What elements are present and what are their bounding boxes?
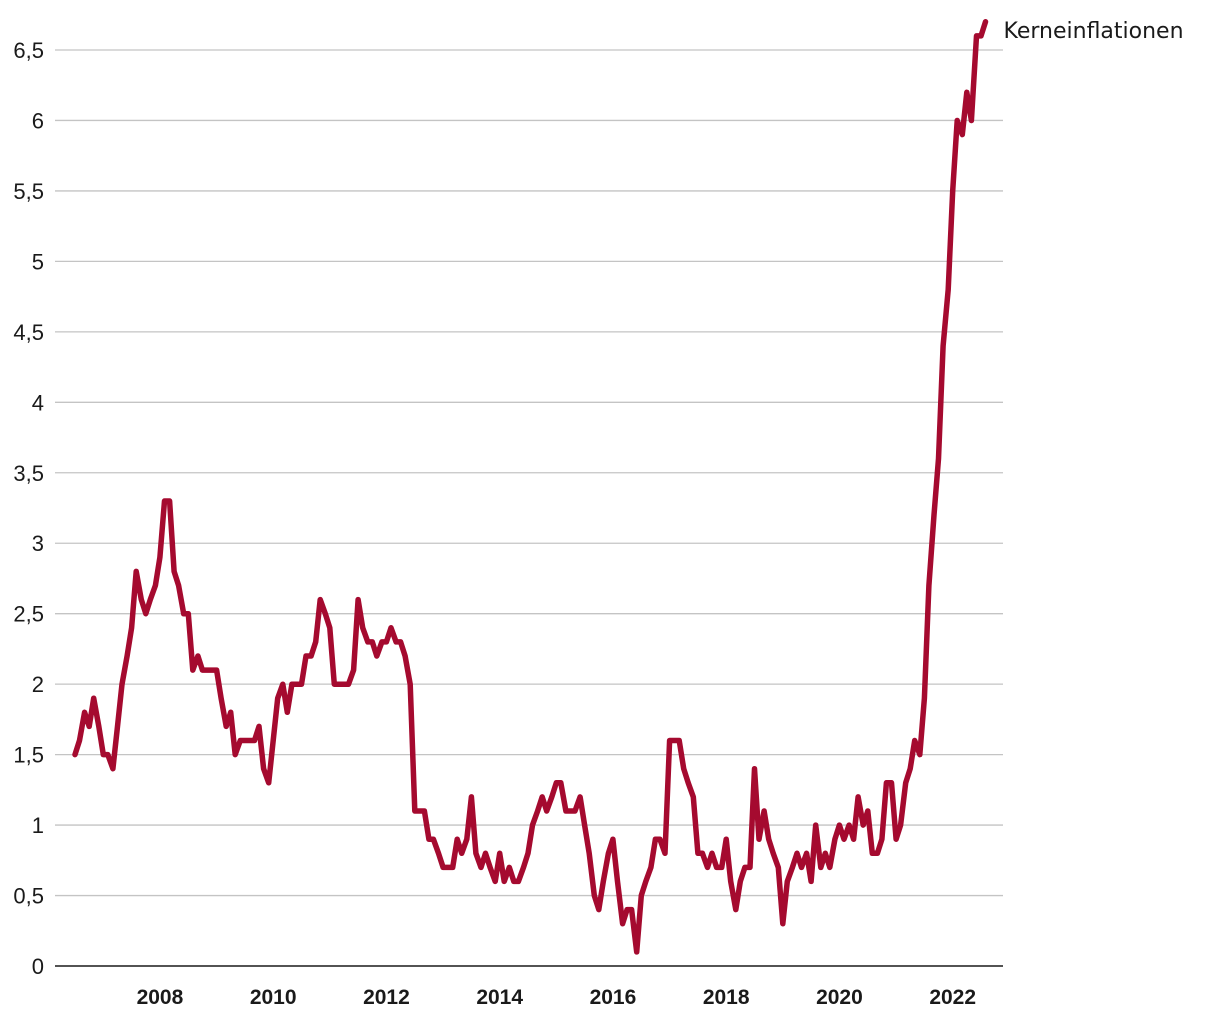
x-tick-label: 2012 xyxy=(363,986,410,1009)
x-axis-tick-labels: 2008 2010 2012 2014 2016 2018 2020 2022 xyxy=(137,986,976,1009)
y-tick-label: 2 xyxy=(32,672,44,697)
x-tick-label: 2014 xyxy=(476,986,523,1009)
y-tick-label: 2,5 xyxy=(13,602,44,627)
grid-lines xyxy=(55,49,1003,897)
x-tick-label: 2020 xyxy=(816,986,863,1009)
y-tick-label: 6,5 xyxy=(13,38,44,63)
y-tick-label: 0 xyxy=(32,954,44,979)
y-tick-label: 1,5 xyxy=(13,743,44,768)
x-tick-label: 2008 xyxy=(137,986,184,1009)
series-group: Kerneinflationen xyxy=(72,19,1184,955)
x-tick-label: 2018 xyxy=(703,986,750,1009)
y-tick-label: 0,5 xyxy=(13,884,44,909)
x-tick-label: 2022 xyxy=(929,986,976,1009)
series-label: Kerneinflationen xyxy=(1004,19,1184,44)
x-tick-label: 2016 xyxy=(590,986,637,1009)
y-axis-tick-labels: 0 0,5 1 1,5 2 2,5 3 3,5 4 4,5 5 5,5 6 6,5 xyxy=(13,38,44,979)
y-tick-label: 6 xyxy=(32,108,44,133)
y-tick-label: 5,5 xyxy=(13,179,44,204)
y-tick-label: 5 xyxy=(32,249,44,274)
y-tick-label: 1 xyxy=(32,813,44,838)
y-tick-label: 4 xyxy=(32,390,44,415)
y-tick-label: 3 xyxy=(32,531,44,556)
y-tick-label: 4,5 xyxy=(13,320,44,345)
y-tick-label: 3,5 xyxy=(13,461,44,486)
series-line-kerneinflationen xyxy=(72,19,989,955)
x-tick-label: 2010 xyxy=(250,986,297,1009)
